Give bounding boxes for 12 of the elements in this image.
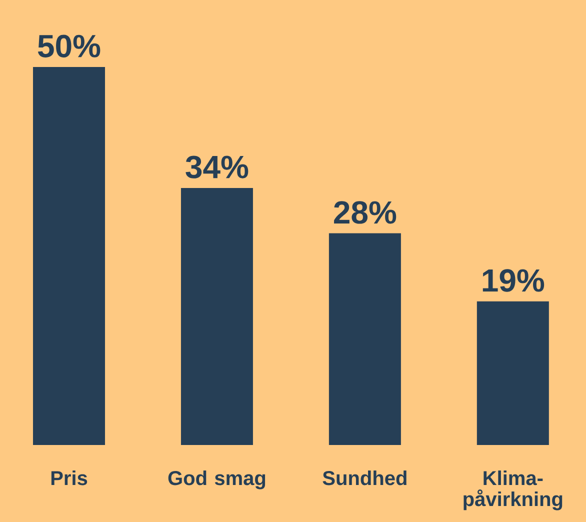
bar xyxy=(33,66,106,445)
data-label: 34% xyxy=(186,156,248,178)
bar xyxy=(328,233,401,445)
data-label: 50% xyxy=(38,34,100,58)
data-label: 19% xyxy=(482,269,544,292)
x-tick-label: Sundhed xyxy=(322,470,406,486)
x-tick-label: Klima-påvirkning xyxy=(464,470,562,510)
bar xyxy=(476,301,549,445)
x-tick-label: Pris xyxy=(51,470,88,486)
data-label: 28% xyxy=(334,201,396,224)
x-tick-label: God smag xyxy=(168,470,266,490)
bar xyxy=(180,188,253,445)
